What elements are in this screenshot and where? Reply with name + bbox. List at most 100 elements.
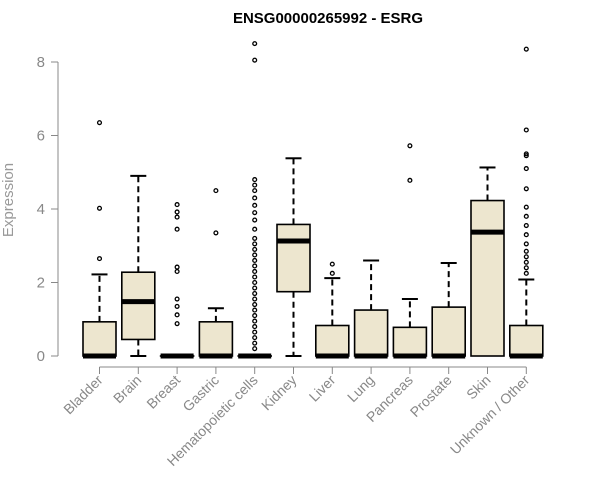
y-tick-label: 2: [37, 275, 45, 292]
outlier-point: [252, 346, 258, 352]
outlier-point: [252, 313, 258, 319]
outlier-point: [252, 296, 258, 302]
x-category-label: Prostate: [407, 372, 455, 420]
outlier-point: [252, 235, 258, 241]
outlier-point: [252, 177, 258, 183]
outlier-point: [96, 256, 103, 262]
outlier-point: [523, 166, 529, 172]
outlier-point: [523, 204, 529, 210]
x-category-label: Breast: [143, 372, 183, 412]
outlier-point: [174, 321, 180, 327]
outlier-point: [252, 290, 258, 297]
outlier-point: [407, 177, 413, 183]
x-category-label: Brain: [110, 372, 144, 406]
box-group: [276, 157, 311, 357]
outlier-point: [523, 259, 529, 265]
outlier-point: [523, 241, 529, 247]
box-group: [82, 120, 117, 359]
outlier-point: [252, 252, 258, 258]
outlier-point: [523, 46, 529, 52]
outlier-point: [252, 301, 258, 308]
outlier-point: [252, 285, 258, 291]
box-iqr: [392, 326, 428, 357]
box-group: [392, 143, 428, 359]
outlier-point: [252, 307, 258, 313]
outlier-point: [523, 213, 529, 219]
y-tick-label: 6: [37, 128, 45, 145]
outlier-point: [252, 226, 258, 232]
y-tick-label: 4: [37, 201, 45, 218]
outlier-point: [96, 205, 103, 211]
outlier-point: [252, 188, 258, 194]
outlier-point: [174, 214, 180, 220]
outlier-point: [252, 202, 258, 208]
outlier-point: [174, 268, 180, 275]
outlier-point: [252, 210, 258, 216]
y-axis-title: Expression: [0, 163, 17, 237]
outlier-point: [252, 246, 258, 252]
x-category-label: Skin: [463, 372, 494, 403]
box-iqr: [353, 309, 389, 357]
outlier-point: [252, 182, 258, 188]
outlier-point: [174, 312, 180, 318]
outlier-point: [252, 57, 258, 63]
x-category-label: Bladder: [60, 372, 106, 418]
outlier-point: [174, 209, 180, 215]
outlier-point: [523, 151, 529, 157]
box-iqr: [82, 321, 117, 357]
outlier-point: [523, 254, 529, 260]
y-tick-label: 0: [37, 348, 45, 365]
outlier-point: [174, 226, 180, 232]
box-group: [314, 261, 350, 359]
outlier-point: [252, 41, 258, 47]
outlier-point: [329, 261, 335, 267]
box-group: [198, 188, 234, 359]
outlier-point: [407, 143, 413, 149]
box-iqr: [431, 306, 467, 357]
y-axis: 0 2 4 6 8: [37, 54, 59, 365]
outlier-point: [523, 270, 529, 276]
box-iqr: [121, 271, 156, 341]
outlier-point: [252, 241, 258, 247]
outlier-point: [96, 120, 103, 126]
outlier-point: [252, 335, 258, 341]
box-group: [121, 174, 156, 357]
plot-area: [82, 41, 544, 359]
chart-title: ENSG00000265992 - ESRG: [233, 10, 423, 27]
x-category-label: Kidney: [258, 372, 300, 414]
outlier-point: [523, 265, 529, 271]
outlier-point: [174, 303, 180, 309]
outlier-point: [523, 186, 529, 192]
box-group: [237, 41, 272, 359]
outlier-point: [523, 248, 529, 254]
outlier-point: [252, 274, 258, 280]
outlier-point: [213, 230, 219, 236]
outlier-point: [252, 329, 258, 335]
outlier-point: [252, 324, 258, 330]
box-iqr: [508, 324, 544, 357]
box-iqr: [276, 223, 311, 293]
outlier-point: [252, 263, 258, 269]
outlier-point: [252, 279, 258, 286]
outlier-point: [174, 202, 180, 208]
outlier-point: [523, 232, 529, 238]
box-group: [470, 166, 505, 357]
outlier-point: [252, 217, 258, 223]
box-iqr: [470, 199, 505, 357]
box-iqr: [314, 324, 350, 357]
outlier-point: [523, 153, 529, 159]
box-group: [353, 259, 389, 359]
outlier-point: [252, 268, 258, 275]
outlier-point: [523, 222, 529, 229]
outlier-point: [252, 318, 258, 324]
outlier-point: [252, 340, 258, 346]
y-tick-label: 8: [37, 54, 45, 71]
outlier-point: [523, 127, 529, 133]
outlier-point: [252, 195, 258, 201]
x-category-label: Lung: [344, 372, 377, 405]
outlier-point: [174, 296, 180, 302]
box-group: [508, 46, 544, 359]
